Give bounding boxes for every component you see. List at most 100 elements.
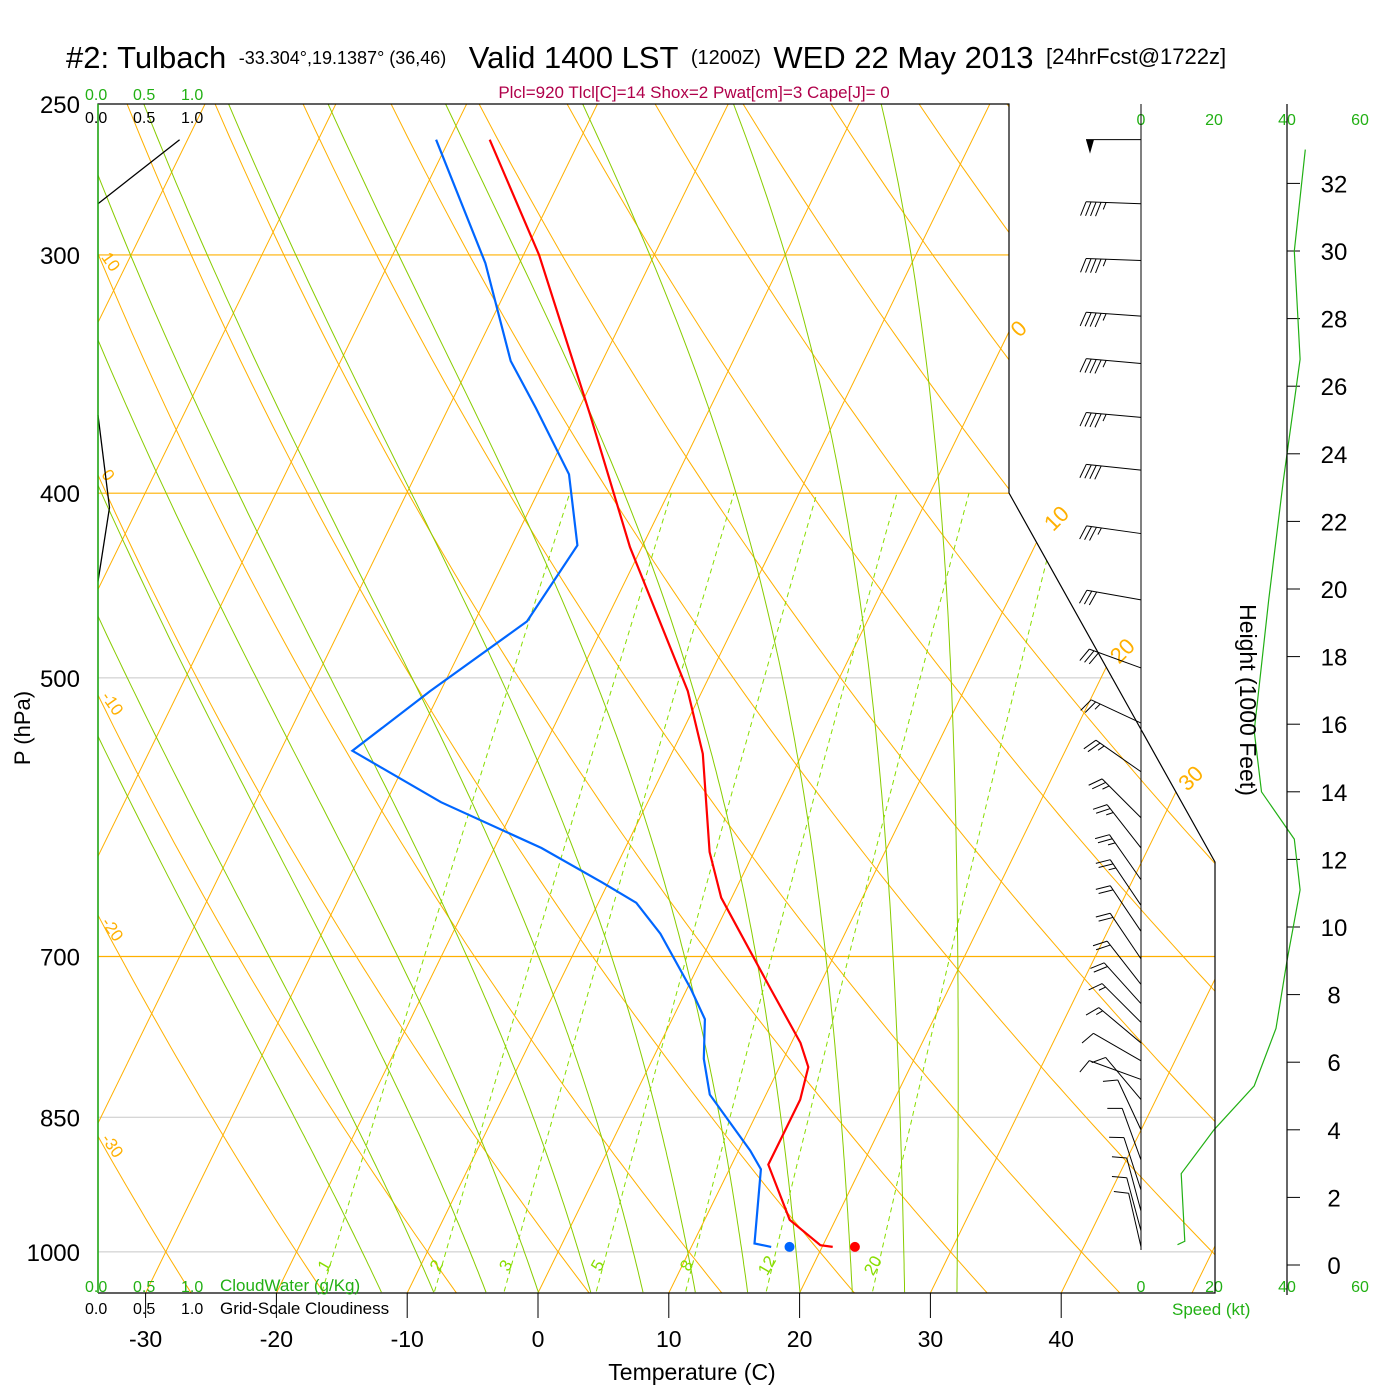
dry-adiabat-line <box>98 104 728 1293</box>
barb-full <box>1098 889 1114 895</box>
wind-barb <box>1079 358 1142 374</box>
barb-half <box>1097 745 1105 751</box>
barb-full <box>1087 742 1101 753</box>
barb-full <box>1095 885 1111 890</box>
barb-full <box>1102 1079 1118 1082</box>
dry-adiabat-line <box>287 104 1127 1293</box>
wind-barb <box>1079 525 1142 541</box>
speed-tick-top: 60 <box>1351 112 1369 129</box>
temperature-profile-line <box>488 139 833 1248</box>
x-axis-label: Temperature (C) <box>608 1359 775 1385</box>
barb-staff <box>1109 859 1142 906</box>
isotherm-line <box>98 104 353 1293</box>
isotherm-line <box>98 104 484 1293</box>
barb-full <box>1084 650 1095 663</box>
cloudiness-tick-top: 1.0 <box>181 110 203 127</box>
isotherm-line <box>98 104 223 1293</box>
barb-half <box>1097 527 1102 535</box>
mixing-ratio-line <box>870 493 1065 1293</box>
dry-adiabat-line <box>98 104 330 1293</box>
barb-full <box>1095 202 1102 217</box>
wind-barb <box>1094 834 1142 881</box>
barb-staff <box>1086 311 1142 317</box>
wind-barb <box>1088 778 1142 819</box>
cloudwater-tick-top: 1.0 <box>181 87 203 104</box>
cloudwater-tick-bottom: 0.0 <box>85 1279 107 1296</box>
barb-full <box>1079 412 1087 427</box>
barb-staff <box>1086 412 1142 418</box>
isotherm-line <box>795 104 1215 1293</box>
barb-full <box>1092 940 1108 947</box>
chart-title-valid: Valid 1400 LST <box>469 40 679 75</box>
cloudiness-tick-bottom: 1.0 <box>181 1301 203 1318</box>
dewpoint-profile-line <box>350 139 772 1248</box>
barb-full <box>1084 464 1092 479</box>
mixing-ratio-label: 3 <box>495 1257 516 1275</box>
moist-adiabat-line <box>312 104 749 1293</box>
height-tick-label: 18 <box>1321 645 1348 672</box>
barb-full <box>1084 526 1092 541</box>
barb-full <box>1111 1176 1127 1179</box>
dry-adiabat-line <box>722 104 1215 1293</box>
dry-adiabat-line <box>98 104 463 1293</box>
moist-adiabat-line <box>98 104 592 1293</box>
cloudwater-tick-bottom: 0.5 <box>133 1279 155 1296</box>
barb-full <box>1094 413 1102 428</box>
barb-full <box>1094 834 1110 840</box>
barb-staff <box>1101 778 1142 819</box>
moist-adiabat-line <box>566 104 853 1293</box>
barb-full <box>1090 258 1097 273</box>
barb-full <box>1090 962 1105 969</box>
wind-barb <box>1107 1107 1142 1161</box>
barb-staff <box>1109 834 1142 881</box>
wind-barb <box>1079 589 1142 606</box>
height-tick-label: 16 <box>1321 712 1348 739</box>
cloudiness-line <box>97 415 111 582</box>
background-grid <box>98 104 1215 1293</box>
barb-full <box>1093 966 1108 973</box>
barb-staff <box>1128 1193 1142 1247</box>
mixing-ratio-line <box>763 493 970 1293</box>
wind-barb <box>1109 1136 1142 1191</box>
barb-half <box>1098 986 1106 991</box>
height-tick-label: 20 <box>1321 577 1348 604</box>
x-tick-label: -20 <box>260 1326 293 1352</box>
mixing-ratio-label: 5 <box>587 1257 608 1275</box>
cloudwater-tick-top: 0.5 <box>133 87 155 104</box>
moist-adiabat-line <box>98 104 435 1293</box>
dry-adiabat-label: 10 <box>97 249 123 275</box>
barb-full <box>1089 359 1097 374</box>
x-tick-label: 10 <box>656 1326 682 1352</box>
barb-full <box>1092 804 1108 810</box>
dry-adiabat-label: -30 <box>97 1130 127 1161</box>
barb-full <box>1084 312 1092 327</box>
height-tick-label: 4 <box>1327 1118 1340 1145</box>
barb-staff <box>1106 940 1142 985</box>
moist-adiabat-line <box>98 104 487 1293</box>
barb-full <box>1094 465 1102 480</box>
dry-adiabat-line <box>98 104 595 1293</box>
isotherm-line <box>403 104 1007 1293</box>
wind-barb <box>1079 311 1142 328</box>
barb-full <box>1079 590 1088 604</box>
wind-barb <box>1085 1007 1142 1044</box>
barb-full <box>1095 808 1111 814</box>
height-tick-label: 2 <box>1327 1185 1340 1212</box>
isotherm-label: 30 <box>1173 761 1208 796</box>
chart-title-forecast: [24hrFcst@1722z] <box>1046 44 1226 69</box>
speed-tick-bottom: 60 <box>1351 1279 1369 1296</box>
barb-staff <box>1126 1177 1142 1232</box>
barb-full <box>1079 464 1087 478</box>
barb-staff <box>1086 463 1142 471</box>
mixing-ratio-line <box>319 493 571 1293</box>
speed-tick-top: 20 <box>1205 112 1223 129</box>
x-tick-label: 40 <box>1048 1326 1074 1352</box>
dry-adiabat-line <box>461 104 1215 1293</box>
barb-staff <box>1086 201 1142 205</box>
barb-staff <box>1086 525 1142 535</box>
y-tick-label: 300 <box>40 243 80 270</box>
dry-adiabat-line <box>635 104 1215 1293</box>
barb-full <box>1089 413 1097 428</box>
x-tick-label: 20 <box>787 1326 813 1352</box>
height-tick-label: 14 <box>1321 780 1348 807</box>
